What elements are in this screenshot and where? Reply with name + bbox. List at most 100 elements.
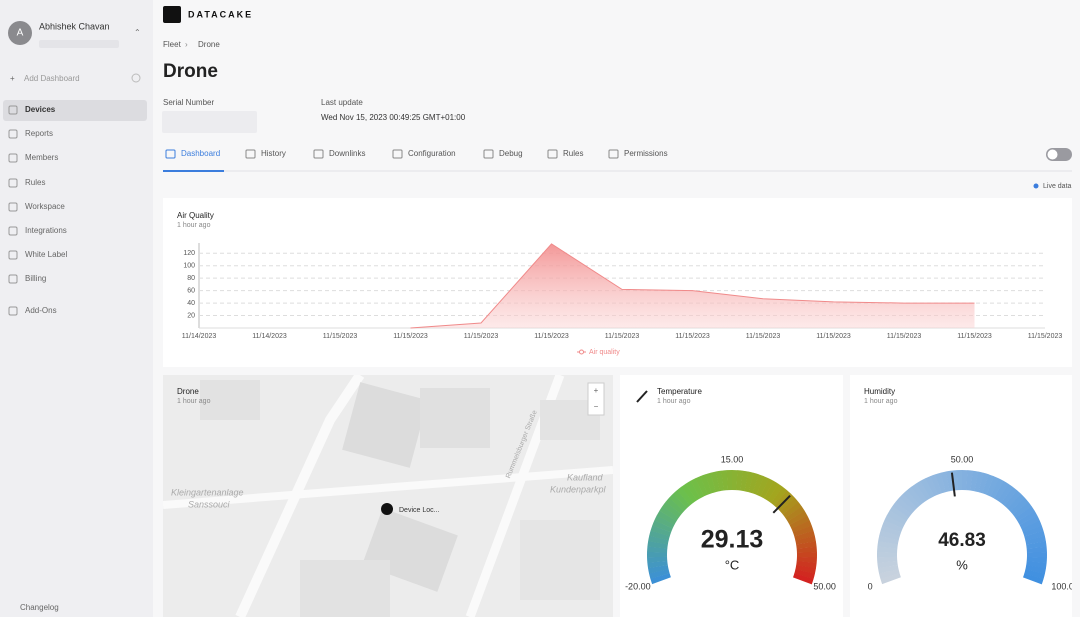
gauge-track: [1025, 565, 1046, 574]
gauge-track: [1025, 535, 1046, 545]
x-tick-label: 11/15/2023: [887, 333, 922, 340]
thermometer-icon: [636, 390, 648, 403]
gauge-track: [649, 530, 670, 541]
user-switch[interactable]: ⌃: [134, 28, 141, 37]
nav-item[interactable]: Billing: [25, 274, 46, 283]
nav-item[interactable]: White Label: [25, 250, 67, 259]
breadcrumb[interactable]: Fleet: [163, 40, 182, 49]
gauge-track: [1004, 490, 1022, 509]
tab[interactable]: Configuration: [408, 149, 456, 158]
tab[interactable]: History: [261, 149, 286, 158]
map[interactable]: Kleingartenanlage Sanssouci Kaufland Kun…: [163, 375, 613, 617]
street: [235, 375, 365, 617]
gauge-track: [915, 480, 931, 501]
nav-item[interactable]: Devices: [25, 105, 56, 114]
x-tick-label: 11/15/2023: [675, 333, 710, 340]
gauge-track: [700, 474, 712, 495]
tab-icon: [608, 149, 619, 159]
live-data[interactable]: Live data: [1043, 183, 1072, 190]
legend-label[interactable]: Air quality: [589, 349, 620, 356]
gauge-track: [911, 483, 927, 503]
gauge-needle: [772, 495, 791, 514]
x-tick-label: 11/14/2023: [252, 333, 287, 340]
gauge-track: [732, 470, 738, 491]
gauge-track: [962, 470, 968, 491]
block: [300, 560, 390, 617]
gauge-track: [662, 501, 682, 518]
last-update: Wed Nov 15, 2023 00:49:25 GMT+01:00: [321, 113, 466, 122]
gauge-track: [884, 515, 905, 529]
nav-item[interactable]: Rules: [25, 178, 45, 187]
gauge-track: [681, 483, 697, 503]
x-tick-label: 11/14/2023: [182, 333, 217, 340]
gauge-track: [880, 525, 902, 537]
gauge-track: [791, 520, 812, 533]
nav-item[interactable]: Reports: [25, 129, 53, 138]
zoom-in[interactable]: +: [594, 386, 599, 395]
gauge-track: [794, 569, 815, 580]
gauge-track: [1022, 525, 1044, 537]
settings-icon[interactable]: [131, 73, 141, 83]
nav-icon: [8, 274, 18, 284]
logo[interactable]: DATACAKE: [188, 9, 253, 19]
x-tick-label: 11/15/2023: [534, 333, 569, 340]
user-name[interactable]: Abhishek Chavan: [39, 21, 110, 31]
gauge-track: [986, 476, 1000, 497]
gauge-tick-label: 0: [868, 581, 873, 591]
gauge-track: [878, 535, 899, 545]
x-tick-label: 11/15/2023: [393, 333, 428, 340]
block: [342, 382, 428, 468]
gauge-track: [782, 501, 802, 518]
gauge-tick-label: 50.00: [951, 454, 974, 464]
gauge-needle: [950, 472, 956, 497]
gauge-track: [1007, 493, 1026, 512]
gauge-unit: °C: [725, 557, 740, 572]
gauge-track: [1012, 501, 1032, 518]
gauge-track: [906, 486, 924, 506]
x-tick-label: 11/15/2023: [1028, 333, 1063, 340]
gauge-track: [1021, 520, 1042, 533]
line: [410, 243, 975, 329]
tab[interactable]: Debug: [499, 149, 523, 158]
sidebar: [0, 0, 153, 617]
gauge-track: [877, 540, 898, 549]
gauge-track: [647, 540, 668, 549]
gauge-track: [879, 530, 900, 541]
gauge-track: [978, 472, 989, 494]
block: [420, 388, 490, 448]
gauge-track: [1023, 573, 1044, 585]
map-marker[interactable]: [381, 503, 393, 515]
gauge-track: [902, 490, 921, 509]
logo-mark: [163, 6, 181, 23]
live-dot: [1033, 183, 1039, 189]
tab[interactable]: Dashboard: [181, 149, 220, 158]
gauge-track: [777, 493, 796, 512]
gauge-track: [756, 476, 770, 497]
gauge-track: [796, 541, 817, 549]
add-dashboard[interactable]: Add Dashboard: [24, 74, 80, 83]
gauge-track: [647, 560, 668, 569]
gauge-track: [1026, 552, 1047, 558]
x-tick-label: 11/15/2023: [605, 333, 640, 340]
x-tick-label: 11/15/2023: [323, 333, 358, 340]
gauge-subtitle: 1 hour ago: [657, 398, 691, 405]
tab[interactable]: Downlinks: [329, 149, 365, 158]
tab-icon: [165, 149, 176, 159]
gauge-unit: %: [956, 557, 968, 572]
gauge-track: [1024, 569, 1045, 580]
nav-item[interactable]: Members: [25, 153, 58, 162]
tab-icon: [392, 149, 403, 159]
gauge-track: [672, 490, 691, 509]
gauge-tick-label: -20.00: [625, 581, 651, 591]
changelog[interactable]: Changelog: [20, 603, 59, 612]
gauge-track: [676, 486, 694, 506]
tab[interactable]: Rules: [563, 149, 583, 158]
tab[interactable]: Permissions: [624, 149, 668, 158]
nav-item[interactable]: Integrations: [25, 226, 67, 235]
nav-item[interactable]: Workspace: [25, 202, 65, 211]
zoom-out[interactable]: −: [594, 402, 599, 411]
nav-item[interactable]: Add-Ons: [25, 306, 57, 315]
gauge-track: [1026, 561, 1047, 569]
zoom-control: [587, 382, 605, 416]
